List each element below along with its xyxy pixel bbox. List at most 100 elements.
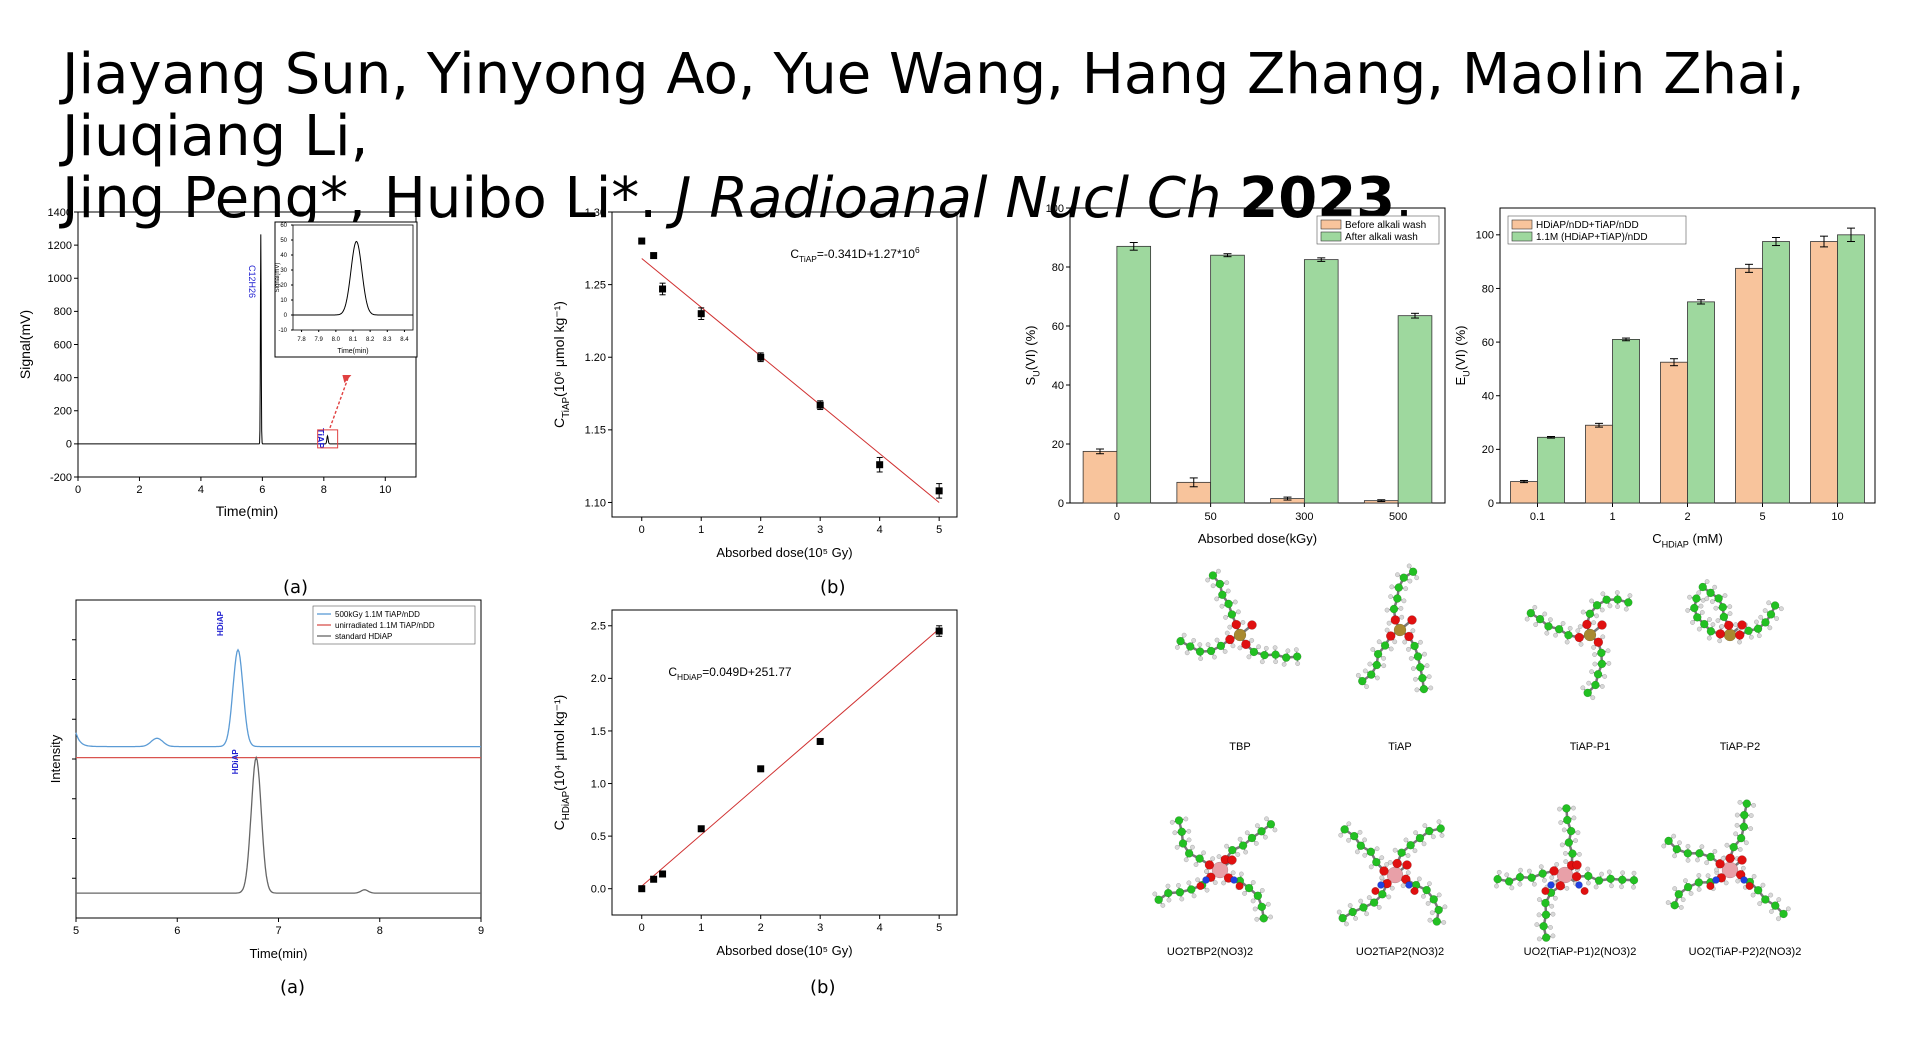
ctiap-data-point bbox=[638, 237, 646, 245]
molecule-atom bbox=[1753, 885, 1763, 895]
molecule-atom bbox=[1272, 645, 1278, 651]
complex-name: UO2TiAP2(NO3)2 bbox=[1356, 946, 1444, 958]
ctiap-ytick-label: 1.25 bbox=[585, 279, 606, 291]
su-x-axis-title: Absorbed dose(kGy) bbox=[1198, 531, 1317, 546]
molecule-atom bbox=[1186, 837, 1192, 843]
su-ytick-label: 80 bbox=[1052, 262, 1064, 274]
molecule-atom bbox=[1254, 916, 1260, 922]
molecule-atom bbox=[1688, 891, 1694, 896]
molecule-atom bbox=[1388, 594, 1394, 600]
molecule-atom bbox=[1247, 620, 1257, 630]
molecule-atom bbox=[1249, 647, 1259, 657]
molecule-atom bbox=[1259, 659, 1265, 665]
molecule-atom bbox=[1568, 849, 1577, 858]
molecule-atom bbox=[1354, 849, 1360, 855]
molecule-atom bbox=[1384, 627, 1390, 633]
tiap-concentration-chart: 0 1 2 3 4 5 1.10 1.15 1.20 1.25 1.30 Absorbed dose(… bbox=[551, 207, 958, 560]
gc-inset-xtick-label: 8.1 bbox=[349, 337, 358, 343]
ctiap-data-point bbox=[876, 461, 884, 469]
molecule-atom bbox=[1281, 661, 1287, 667]
ctiap-fit-equation: CTiAP=-0.341D+1.27*106 bbox=[790, 245, 920, 264]
molecule-atom bbox=[1265, 901, 1271, 907]
molecule-atom bbox=[1436, 824, 1445, 833]
molecule-atom bbox=[1756, 633, 1762, 639]
molecule-atom bbox=[1706, 627, 1716, 636]
molecule-atom bbox=[1618, 875, 1627, 885]
molecule-atom bbox=[1779, 909, 1788, 919]
molecule-atom bbox=[1369, 898, 1379, 907]
molecule-atom bbox=[1770, 601, 1780, 610]
molecule-atom bbox=[1562, 804, 1571, 813]
molecule-atom bbox=[1387, 859, 1393, 865]
eu-legend-box bbox=[1507, 215, 1687, 245]
molecule-atom bbox=[1761, 895, 1770, 904]
chdiap-xtick-label: 3 bbox=[817, 922, 823, 934]
molecule-model bbox=[1524, 590, 1633, 701]
ctiap-data-point bbox=[697, 310, 705, 318]
molecule-atom bbox=[1536, 912, 1542, 918]
molecule-atom bbox=[1238, 871, 1244, 877]
su-ytick-label: 40 bbox=[1052, 380, 1064, 392]
molecule-atom bbox=[1690, 603, 1699, 613]
molecule-atom bbox=[1407, 615, 1417, 625]
molecule-atom bbox=[1739, 822, 1749, 832]
molecule-atom bbox=[1734, 812, 1740, 818]
molecule-atom bbox=[1233, 628, 1247, 642]
gc-ytick-label: -200 bbox=[50, 472, 72, 484]
molecule-atom bbox=[1410, 628, 1416, 634]
lc-series-line bbox=[75, 648, 481, 748]
molecule-atom bbox=[1706, 881, 1715, 891]
chdiap-xtick-label: 0 bbox=[639, 922, 645, 934]
molecule-atom bbox=[1392, 847, 1398, 853]
molecule-atom bbox=[1211, 861, 1229, 879]
molecule-atom bbox=[1672, 844, 1682, 854]
molecule-atom bbox=[1210, 583, 1216, 589]
molecule-model bbox=[1685, 579, 1784, 645]
molecule-atom bbox=[1408, 567, 1418, 577]
molecule-atom bbox=[1214, 596, 1220, 602]
molecule-atom bbox=[1571, 815, 1577, 821]
gc-inset-trace bbox=[293, 240, 413, 316]
gc-inset-ytick-label: 50 bbox=[280, 238, 287, 244]
molecule-atom bbox=[1542, 611, 1548, 617]
molecule-atom bbox=[1692, 594, 1701, 603]
su-ytick-label: 100 bbox=[1046, 203, 1064, 215]
molecule-atom bbox=[1748, 826, 1754, 832]
molecule-atom bbox=[1575, 830, 1581, 836]
molecule-atom bbox=[1561, 827, 1567, 833]
eu-ytick-label: 20 bbox=[1482, 444, 1494, 456]
molecule-atom bbox=[1573, 838, 1579, 844]
molecule-atom bbox=[1242, 891, 1247, 896]
molecule-atom bbox=[1599, 684, 1605, 689]
eu-bar bbox=[1837, 234, 1865, 504]
gc-inset-xtick-label: 8.0 bbox=[332, 337, 341, 343]
molecule-atom bbox=[1357, 829, 1363, 835]
eu-ytick-label: 40 bbox=[1482, 391, 1494, 403]
molecule-atom bbox=[1723, 880, 1729, 886]
molecule-atom bbox=[1619, 884, 1624, 890]
molecule-atom bbox=[1230, 870, 1236, 876]
molecule-atom bbox=[1535, 614, 1545, 624]
gc-xtick-label: 10 bbox=[379, 484, 391, 496]
gc-trace-line bbox=[78, 234, 416, 445]
molecule-atom bbox=[1576, 851, 1582, 857]
molecule-atom bbox=[1541, 898, 1550, 908]
molecule-atom bbox=[1600, 591, 1606, 597]
molecule-atom bbox=[1183, 857, 1189, 863]
molecule-atom bbox=[1384, 607, 1390, 613]
molecule-atom bbox=[1775, 916, 1781, 922]
molecule-atom bbox=[1405, 881, 1413, 889]
molecule-atom bbox=[1584, 871, 1593, 881]
molecule-atom bbox=[1706, 635, 1712, 641]
molecule-atom bbox=[1593, 670, 1603, 679]
molecule-atom bbox=[1406, 563, 1412, 569]
molecule-atom bbox=[1237, 645, 1243, 651]
molecule-atom bbox=[1249, 637, 1255, 643]
eu-xtick-label: 1 bbox=[1609, 511, 1615, 523]
molecule-atom bbox=[1175, 888, 1185, 897]
molecule-atom bbox=[1600, 634, 1606, 640]
molecule-atom bbox=[1706, 852, 1715, 862]
citation-authors-line2: Jing Peng*, Huibo Li*. bbox=[62, 166, 658, 231]
lc-legend-label: 500kGy 1.1M TiAP/nDD bbox=[335, 610, 420, 619]
molecule-atom bbox=[1235, 881, 1244, 891]
